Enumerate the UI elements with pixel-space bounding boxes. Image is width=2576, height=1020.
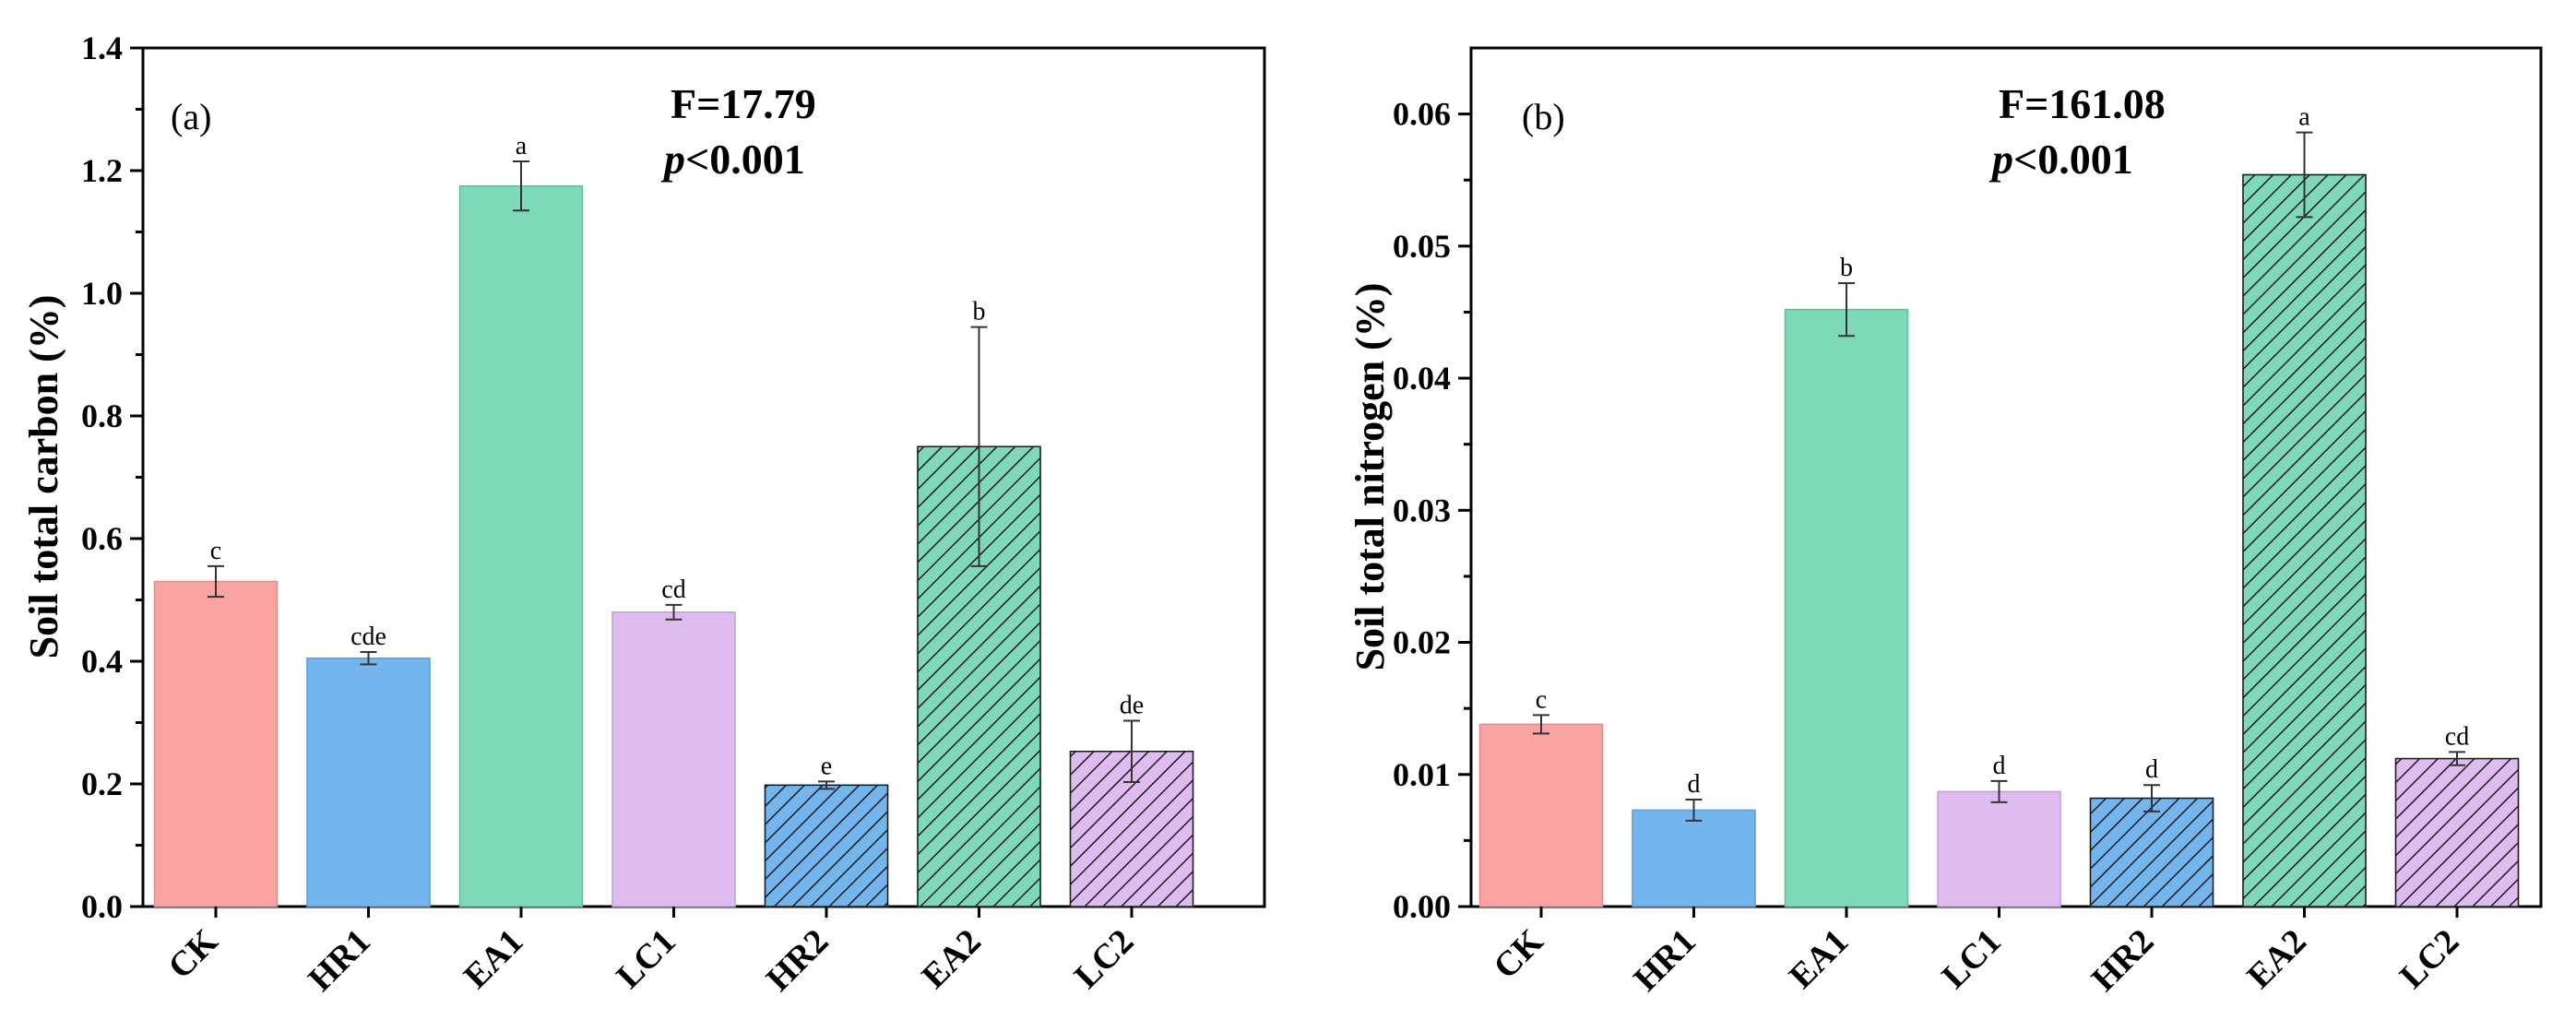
bar-hatch-ea2 [2242,173,2367,907]
significance-label: de [1120,692,1144,720]
significance-label: c [210,537,221,565]
y-tick-label: 1.4 [81,30,123,66]
x-category-label: HR1 [1626,922,1703,999]
p-rest-a: <0.001 [685,136,805,183]
bar-hatch-hr2 [764,784,889,907]
y-tick-label: 0.02 [1393,624,1451,661]
y-axis-title-a: Soil total carbon (%) [21,295,66,659]
f-statistic-a: F=17.79 [671,80,816,127]
significance-label: c [1536,685,1547,714]
f-statistic-b: F=161.08 [1999,80,2166,127]
bar-ck [153,580,279,907]
bar-hatch-hr2 [2089,797,2214,907]
y-tick-label: 0.8 [81,397,123,434]
y-axis-b: 0.00 0.01 0.02 0.03 0.04 0.05 0.06 [1393,96,1471,925]
x-category-label: CK [160,921,225,986]
y-tick-label: 0.04 [1393,360,1451,397]
x-category-label: LC2 [1067,922,1141,996]
panel-label-a: (a) [171,96,211,137]
bar-hatch-lc2 [2394,757,2520,907]
bar-hr1 [1632,809,1756,907]
p-rest-b: <0.001 [2013,136,2133,183]
y-tick-label: 0.05 [1393,228,1451,265]
x-category-label: HR1 [301,922,377,999]
y-tick-label: 1.0 [81,275,123,312]
significance-label: d [2145,755,2158,784]
bar-lc1 [611,611,736,907]
panel-label-b: (b) [1522,96,1565,137]
y-tick-label: 0.0 [81,888,123,925]
x-axis-b: CK HR1 EA1 LC1 HR2 EA2 LC2 [1486,907,2466,999]
x-category-label: EA2 [2239,922,2313,996]
significance-label: b [1840,254,1853,282]
bar-ea1 [1784,308,1909,907]
significance-label: b [973,298,986,326]
x-category-label: LC1 [609,922,683,996]
x-category-label: HR2 [2084,922,2161,999]
x-category-label: CK [1486,921,1550,986]
p-value-a: p<0.001 [660,136,805,183]
significance-label: d [1688,770,1701,799]
p-italic-b: p [1988,136,2013,183]
bar-ea1 [458,184,584,907]
significance-label: a [2298,103,2310,132]
y-tick-label: 0.6 [81,520,123,557]
significance-label: cd [661,575,685,604]
x-category-label: HR2 [759,922,836,999]
y-axis-a: 0.0 0.2 0.4 0.6 0.8 1.0 1.2 1.4 [81,30,143,925]
x-axis-a: CK HR1 EA1 LC1 HR2 EA2 LC2 [160,907,1141,999]
y-tick-label: 0.2 [81,765,123,802]
y-tick-label: 0.00 [1393,888,1451,925]
bar-ck [1478,723,1604,907]
significance-label: d [1993,752,2006,780]
significance-label: a [516,132,528,160]
y-tick-label: 0.01 [1393,756,1451,793]
significance-label: e [821,752,832,780]
y-axis-title-b: Soil total nitrogen (%) [1347,283,1393,671]
significance-label: cd [2445,722,2469,751]
x-category-label: LC1 [1934,922,2008,996]
y-tick-label: 0.06 [1393,96,1451,133]
x-category-label: EA2 [914,922,988,996]
bar-lc1 [1937,790,2061,907]
y-tick-label: 1.2 [81,152,123,189]
p-italic-a: p [660,136,685,183]
significance-label: cde [350,623,386,651]
x-category-label: EA1 [457,922,530,996]
y-tick-label: 0.03 [1393,492,1451,528]
x-category-label: EA1 [1782,922,1856,996]
x-category-label: LC2 [2392,922,2466,996]
y-tick-label: 0.4 [81,643,123,680]
bar-hr1 [306,657,431,907]
p-value-b: p<0.001 [1988,136,2133,183]
